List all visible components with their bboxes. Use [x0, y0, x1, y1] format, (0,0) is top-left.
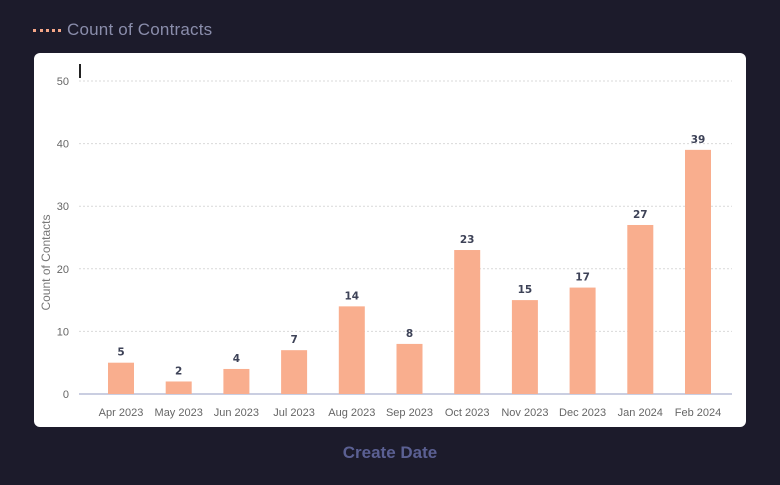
- legend[interactable]: Count of Contracts: [33, 20, 212, 40]
- y-axis-title: Count of Contacts: [39, 214, 53, 310]
- x-tick-label: Sep 2023: [386, 407, 433, 419]
- x-tick-label: Apr 2023: [99, 407, 144, 419]
- data-label: 2: [175, 365, 182, 377]
- x-tick-label: Jul 2023: [273, 407, 315, 419]
- bar: [338, 306, 365, 394]
- x-tick-label: Feb 2024: [675, 407, 721, 419]
- data-label: 8: [406, 328, 413, 340]
- x-tick-label: May 2023: [155, 407, 203, 419]
- text-cursor: [79, 64, 81, 78]
- bar: [569, 287, 596, 394]
- y-tick-label: 50: [57, 76, 69, 88]
- bar: [627, 224, 654, 394]
- bar: [511, 300, 538, 394]
- data-label: 15: [518, 284, 533, 296]
- x-tick-label: Oct 2023: [445, 407, 490, 419]
- data-label: 5: [117, 347, 124, 359]
- x-tick-label: Jan 2024: [618, 407, 663, 419]
- data-label: 14: [344, 290, 359, 302]
- x-axis-title: Create Date: [342, 443, 438, 462]
- y-tick-label: 40: [57, 139, 69, 151]
- legend-label: Count of Contracts: [67, 20, 213, 39]
- bar: [454, 250, 481, 394]
- chart-card: 0 10 20 30 40 50 Count of Contacts 5 Apr 2023 2 Ma…: [34, 53, 746, 427]
- x-tick-label: Aug 2023: [328, 407, 375, 419]
- x-tick-label: Nov 2023: [501, 407, 548, 419]
- data-label: 27: [633, 209, 648, 221]
- legend-swatch: [33, 28, 61, 32]
- data-label: 7: [290, 334, 297, 346]
- x-tick-label: Jun 2023: [214, 407, 259, 419]
- bar: [396, 343, 423, 394]
- data-label: 23: [460, 234, 475, 246]
- y-tick-label: 30: [57, 201, 69, 213]
- y-tick-label: 10: [57, 326, 69, 338]
- y-tick-label: 20: [57, 264, 69, 276]
- x-tick-label: Dec 2023: [559, 407, 606, 419]
- data-label: 4: [233, 353, 240, 365]
- data-label: 17: [575, 272, 590, 284]
- bar: [223, 368, 250, 394]
- data-label: 39: [691, 134, 706, 146]
- bar: [281, 350, 308, 394]
- bar: [165, 381, 192, 394]
- bar-chart: 0 10 20 30 40 50 Count of Contacts 5 Apr 2023 2 Ma…: [39, 76, 732, 419]
- y-tick-label: 0: [63, 389, 69, 401]
- bar: [685, 149, 711, 394]
- bar: [108, 362, 134, 394]
